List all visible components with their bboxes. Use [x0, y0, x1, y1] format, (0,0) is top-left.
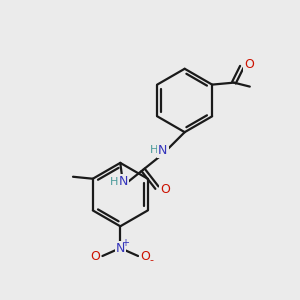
Text: O: O [244, 58, 254, 71]
Text: N: N [116, 242, 125, 255]
Text: +: + [121, 238, 129, 248]
Text: H: H [110, 177, 118, 187]
Text: O: O [160, 183, 170, 196]
Text: -: - [149, 255, 153, 265]
Text: O: O [140, 250, 150, 262]
Text: H: H [150, 145, 158, 155]
Text: N: N [158, 143, 168, 157]
Text: O: O [91, 250, 100, 262]
Text: N: N [118, 175, 128, 188]
